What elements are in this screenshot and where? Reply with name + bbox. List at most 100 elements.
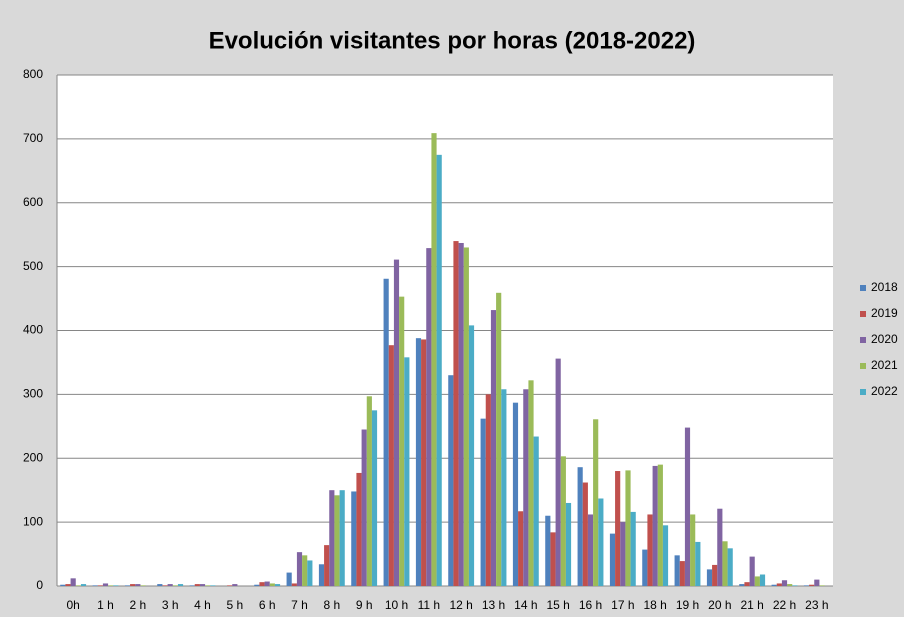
legend-swatch [860, 311, 866, 317]
x-tick-label: 11 h [418, 598, 440, 612]
bar [560, 456, 566, 586]
x-tick-label: 12 h [449, 598, 472, 612]
bar [598, 498, 604, 586]
bar [264, 581, 270, 586]
bar [421, 339, 427, 586]
x-tick-label: 9 h [356, 598, 373, 612]
x-tick-label: 16 h [579, 598, 602, 612]
bar [415, 338, 422, 586]
bar [162, 585, 168, 586]
bar [269, 583, 275, 586]
bar [485, 394, 491, 586]
bar [453, 241, 459, 586]
bar [102, 583, 109, 586]
bar [550, 532, 556, 586]
x-tick-label: 10 h [385, 598, 408, 612]
x-tick-label: 14 h [514, 598, 537, 612]
bar [754, 576, 760, 586]
bar [436, 154, 442, 586]
bar [674, 555, 680, 586]
bar [371, 410, 378, 586]
bar [463, 247, 469, 586]
bar [199, 584, 206, 586]
x-tick-label: 23 h [805, 598, 828, 612]
x-tick-label: 8 h [323, 598, 340, 612]
bar [744, 582, 750, 586]
bar [717, 508, 723, 586]
x-tick-label: 18 h [643, 598, 666, 612]
bar [652, 465, 658, 586]
bar [361, 429, 367, 586]
bar [749, 556, 755, 586]
bar [194, 584, 200, 586]
bar [490, 310, 497, 586]
bar [92, 585, 98, 586]
bar [565, 502, 572, 586]
bar [399, 296, 405, 586]
x-tick-label: 15 h [546, 598, 569, 612]
bar [625, 470, 631, 586]
bar [318, 564, 325, 586]
y-tick-label: 700 [23, 131, 43, 145]
x-tick-label: 3 h [162, 598, 179, 612]
bar [259, 582, 265, 586]
bar [426, 248, 432, 586]
bar [356, 472, 362, 586]
x-tick-label: 2 h [129, 598, 146, 612]
bar [759, 574, 766, 586]
bar [587, 514, 594, 586]
bar [140, 585, 146, 586]
x-tick-label: 17 h [611, 598, 634, 612]
bar [533, 436, 539, 586]
bar [819, 585, 825, 586]
bar [130, 584, 136, 586]
x-tick-label: 4 h [194, 598, 211, 612]
legend-swatch [860, 363, 866, 369]
bar [431, 133, 437, 586]
bar [458, 242, 464, 586]
bar [679, 561, 685, 586]
bar [642, 549, 648, 586]
bar [545, 515, 551, 586]
bar [662, 525, 669, 586]
bar [787, 584, 793, 586]
bar [65, 584, 71, 586]
bar [781, 580, 788, 586]
bar [157, 584, 163, 586]
x-tick-label: 21 h [740, 598, 763, 612]
bar [448, 375, 454, 586]
bar [366, 396, 372, 586]
x-tick-label: 19 h [676, 598, 699, 612]
bar [383, 278, 389, 586]
bar [792, 585, 798, 586]
bar [302, 555, 308, 586]
y-tick-label: 100 [23, 514, 43, 528]
bar [291, 583, 297, 586]
bar [334, 495, 340, 586]
chart-title: Evolución visitantes por horas (2018-202… [209, 27, 696, 54]
bar [113, 585, 119, 586]
bar [177, 584, 184, 586]
bar [286, 572, 292, 586]
bar [803, 585, 810, 586]
x-tick-label: 0h [66, 598, 79, 612]
x-tick-label: 5 h [226, 598, 243, 612]
x-tick-label: 22 h [773, 598, 796, 612]
bar [480, 418, 486, 586]
bar [512, 402, 519, 586]
bar [254, 584, 260, 586]
bar [210, 585, 216, 586]
bar [404, 357, 410, 586]
y-tick-label: 600 [23, 195, 43, 209]
bar [172, 585, 178, 586]
y-tick-label: 300 [23, 387, 43, 401]
legend-label: 2020 [871, 332, 898, 346]
bar [227, 585, 233, 586]
bar [135, 584, 141, 586]
x-tick-label: 1 h [97, 598, 114, 612]
bar [108, 585, 114, 586]
bar [712, 564, 718, 586]
bar [205, 585, 211, 586]
